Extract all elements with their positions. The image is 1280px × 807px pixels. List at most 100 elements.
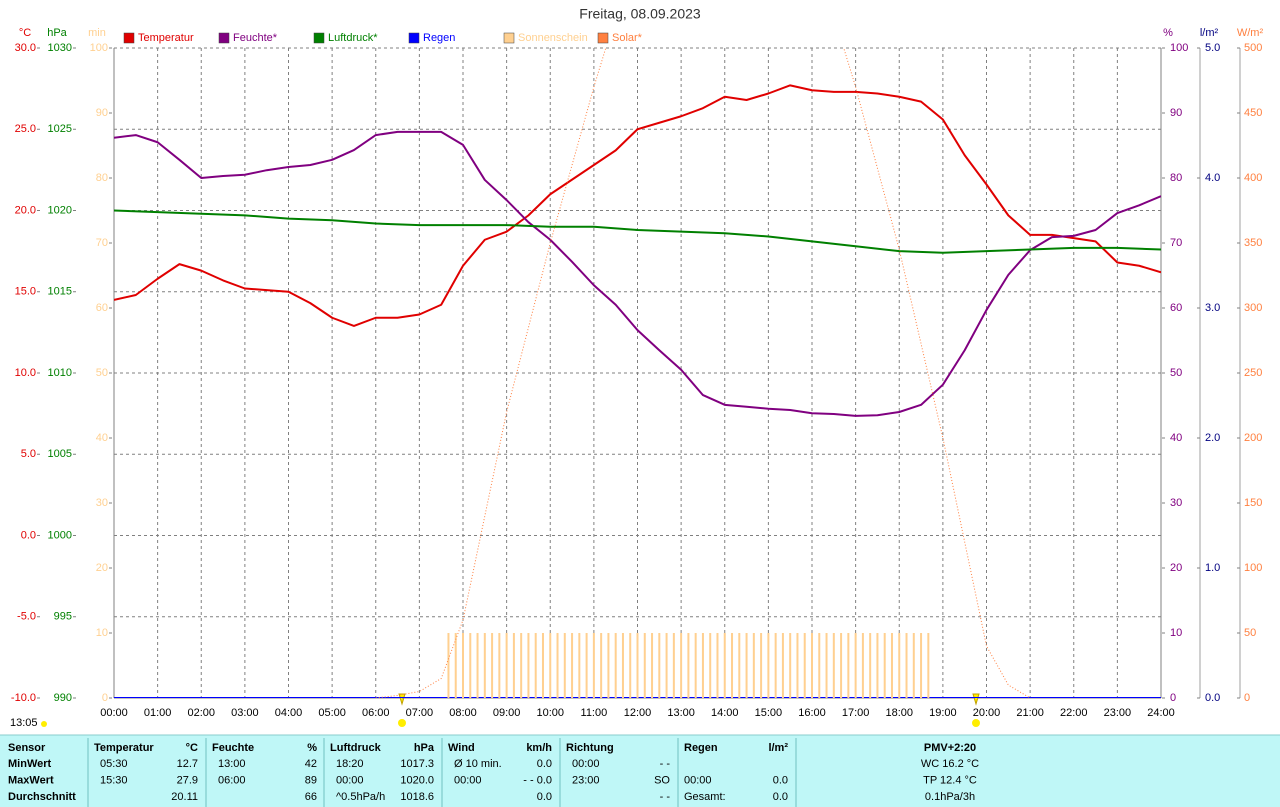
y-tick-label: 20 xyxy=(96,562,108,574)
table-cell: 66 xyxy=(305,791,317,803)
x-tick-label: 09:00 xyxy=(493,707,521,719)
sunshine-bar xyxy=(512,633,515,698)
sunshine-bar xyxy=(469,633,472,698)
sunrise-dot xyxy=(398,719,406,727)
y-tick-label: 1.0 xyxy=(1205,562,1220,574)
sunshine-bar xyxy=(600,633,603,698)
y-tick-label: 0 xyxy=(1170,692,1176,704)
axis-unit: hPa xyxy=(47,27,67,39)
sunshine-bar xyxy=(847,633,850,698)
table-background xyxy=(0,735,1280,807)
sunshine-bar xyxy=(760,633,763,698)
sunset-dot xyxy=(972,719,980,727)
sunshine-bar xyxy=(767,633,770,698)
y-tick-label: 1025 xyxy=(48,123,72,135)
x-tick-label: 11:00 xyxy=(581,707,608,719)
y-tick-label: 60 xyxy=(1170,302,1182,314)
table-header: °C xyxy=(186,742,198,754)
sunshine-bar xyxy=(462,633,464,698)
table-cell: 00:00 xyxy=(454,774,482,786)
y-tick-label: 250 xyxy=(1244,367,1262,379)
table-header: Wind xyxy=(448,742,475,754)
table-cell: SO xyxy=(654,774,670,786)
sunshine-bar xyxy=(556,633,559,698)
x-tick-label: 21:00 xyxy=(1016,707,1044,719)
series-line xyxy=(114,84,1161,327)
table-cell: 06:00 xyxy=(218,774,246,786)
y-tick-label: 50 xyxy=(1244,627,1256,639)
table-cell: 1017.3 xyxy=(400,758,434,770)
y-tick-label: 10.0 xyxy=(15,367,36,379)
sunrise-marker xyxy=(398,693,406,706)
y-tick-label: 5.0 xyxy=(1205,42,1220,54)
sunshine-bar xyxy=(571,633,574,698)
y-tick-label: 30.0 xyxy=(15,42,36,54)
sunshine-bar xyxy=(491,633,494,698)
legend-label: Sonnenschein xyxy=(518,32,588,44)
sunshine-bar xyxy=(927,633,930,698)
y-tick-label: 60 xyxy=(96,302,108,314)
table-cell: 0.0 xyxy=(537,791,552,803)
table-header: Temperatur xyxy=(94,742,154,754)
table-cell: 00:00 xyxy=(572,758,600,770)
table-cell: Gesamt: xyxy=(684,791,726,803)
y-tick-label: 450 xyxy=(1244,107,1262,119)
sunshine-bar xyxy=(498,633,501,698)
x-tick-label: 22:00 xyxy=(1060,707,1088,719)
sunshine-bar xyxy=(832,633,835,698)
axis-unit: l/m² xyxy=(1200,27,1219,39)
y-tick-label: 1000 xyxy=(48,529,72,541)
y-tick-label: 4.0 xyxy=(1205,172,1220,184)
table-cell: 18:20 xyxy=(336,758,364,770)
table-cell: - - 0.0 xyxy=(523,774,552,786)
y-tick-label: 90 xyxy=(96,107,108,119)
x-tick-label: 20:00 xyxy=(973,707,1001,719)
table-cell: 42 xyxy=(305,758,317,770)
sunshine-bar xyxy=(534,633,537,698)
x-tick-label: 10:00 xyxy=(536,707,564,719)
legend-label: Luftdruck* xyxy=(328,32,378,44)
sunshine-bar xyxy=(883,633,886,698)
sunshine-bar xyxy=(796,633,799,698)
axis-unit: °C xyxy=(19,27,31,39)
sunshine-bar xyxy=(869,633,872,698)
row-label: Durchschnitt xyxy=(8,791,76,803)
y-tick-label: 100 xyxy=(1170,42,1188,54)
x-tick-label: 00:00 xyxy=(100,707,128,719)
sunshine-bar xyxy=(818,633,821,698)
sunshine-bar xyxy=(651,633,654,698)
x-tick-label: 23:00 xyxy=(1104,707,1132,719)
table-cell: 1020.0 xyxy=(400,774,434,786)
sunshine-bar xyxy=(592,633,595,698)
table-header: Luftdruck xyxy=(330,742,382,754)
sunshine-bar xyxy=(825,633,828,698)
axis-unit: % xyxy=(1163,27,1173,39)
table-cell: 20.11 xyxy=(171,791,198,803)
sunshine-bar xyxy=(672,633,675,698)
table-cell: - - xyxy=(660,758,671,770)
sunshine-bar xyxy=(890,633,893,698)
sunshine-bar xyxy=(447,633,450,698)
y-tick-label: 200 xyxy=(1244,432,1262,444)
sunshine-bar xyxy=(912,633,915,698)
legend-label: Regen xyxy=(423,32,455,44)
y-tick-label: 1010 xyxy=(48,367,72,379)
y-tick-label: 10 xyxy=(96,627,108,639)
sunshine-bar xyxy=(898,633,901,698)
table-cell: 13:00 xyxy=(218,758,246,770)
sunset-marker xyxy=(972,693,980,706)
axis-unit: min xyxy=(88,27,106,39)
sunshine-bar xyxy=(621,633,624,698)
y-tick-label: 100 xyxy=(90,42,108,54)
sunshine-bar xyxy=(549,633,552,698)
table-cell: 00:00 xyxy=(336,774,364,786)
sunshine-bar xyxy=(665,633,668,698)
sunshine-bar xyxy=(454,633,457,698)
table-header: PMV+2:20 xyxy=(924,742,976,754)
y-tick-label: 990 xyxy=(54,692,72,704)
sunshine-bar xyxy=(781,633,784,698)
sunshine-bar xyxy=(505,633,508,698)
sunshine-bar xyxy=(614,633,617,698)
y-tick-label: 30 xyxy=(96,497,108,509)
